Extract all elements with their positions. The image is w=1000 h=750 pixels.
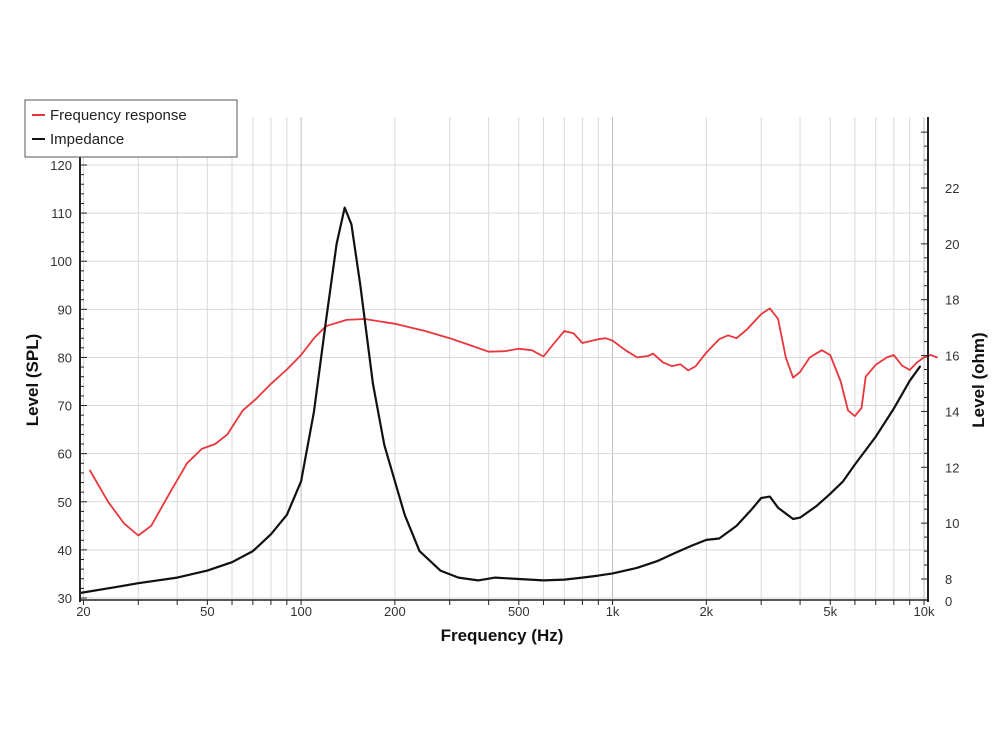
y-left-tick-label: 120 xyxy=(50,158,72,173)
y-right-tick-label: 14 xyxy=(945,404,959,419)
x-tick-label: 50 xyxy=(200,604,214,619)
y-right-tick-label: 18 xyxy=(945,293,959,308)
x-tick-label: 5k xyxy=(823,604,837,619)
tick-labels: 20 50 100 200 500 1k 2k 5k 10k304050607080901001… xyxy=(50,158,959,619)
x-axis-title: Frequency (Hz) xyxy=(441,626,564,645)
x-tick-label: 200 xyxy=(384,604,406,619)
y-right-tick-label: 16 xyxy=(945,349,959,364)
y-right-tick-label: 0 xyxy=(945,594,952,609)
x-tick-label: 100 xyxy=(290,604,312,619)
impedance-line xyxy=(78,206,922,595)
y-left-tick-label: 90 xyxy=(58,302,72,317)
x-tick-label: 1k xyxy=(606,604,620,619)
legend: Frequency response Impedance xyxy=(24,99,238,158)
y-left-tick-label: 60 xyxy=(58,447,72,462)
grid-lines xyxy=(80,117,928,600)
frequency-response-line xyxy=(89,307,938,537)
x-tick-label: 2k xyxy=(699,604,713,619)
legend-label-frequency-response: Frequency response xyxy=(50,107,187,124)
legend-label-impedance: Impedance xyxy=(50,131,124,148)
y-left-tick-label: 50 xyxy=(58,495,72,510)
y-left-axis-title: Level (SPL) xyxy=(23,334,42,427)
x-tick-label: 10k xyxy=(914,604,935,619)
x-tick-label: 500 xyxy=(508,604,530,619)
y-right-tick-label: 10 xyxy=(945,516,959,531)
legend-box xyxy=(24,99,238,158)
y-left-tick-label: 40 xyxy=(58,543,72,558)
y-right-axis-title: Level (ohm) xyxy=(969,332,988,427)
y-left-tick-label: 100 xyxy=(50,254,72,269)
axes xyxy=(79,117,929,605)
y-left-tick-label: 110 xyxy=(51,206,72,221)
y-right-tick-label: 22 xyxy=(945,181,959,196)
x-tick-label: 20 xyxy=(76,604,90,619)
series-lines xyxy=(78,206,938,595)
y-right-tick-label: 20 xyxy=(945,237,959,252)
y-left-tick-label: 70 xyxy=(58,399,72,414)
y-right-tick-label: 12 xyxy=(945,460,959,475)
y-left-tick-label: 80 xyxy=(58,350,72,365)
y-left-tick-label: 30 xyxy=(58,591,72,606)
y-right-tick-label: 8 xyxy=(945,572,952,587)
